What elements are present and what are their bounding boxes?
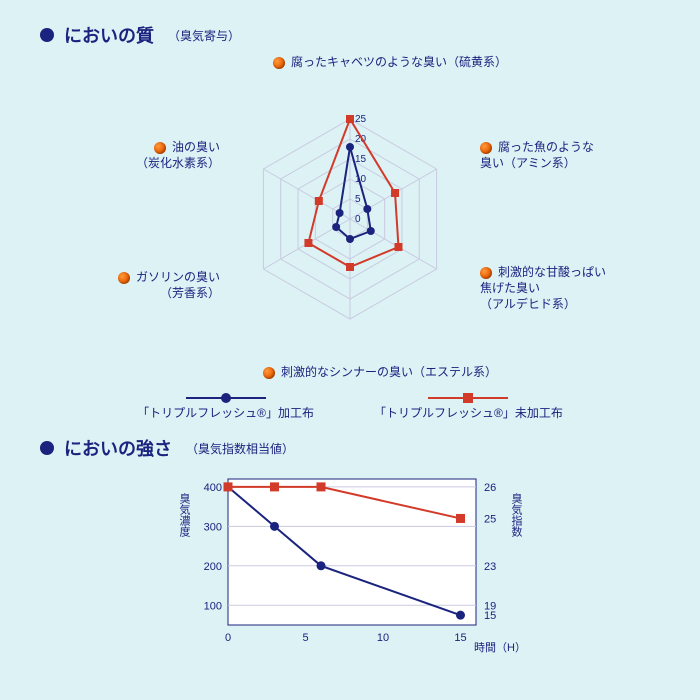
marker-dot-icon: [154, 142, 166, 154]
svg-text:26: 26: [484, 482, 496, 494]
svg-text:200: 200: [204, 561, 222, 573]
bullet-icon: [40, 28, 54, 42]
bullet-icon: [40, 441, 54, 455]
legend: 「トリプルフレッシュ®」加工布 「トリプルフレッシュ®」未加工布: [40, 390, 660, 421]
legend-untreated-label: 「トリプルフレッシュ®」未加工布: [374, 406, 563, 420]
line-svg: 1002003004000510152625231915時間（H）臭気濃度臭気指…: [170, 467, 530, 657]
svg-text:25: 25: [355, 114, 367, 125]
radar-axis-label: 刺激的なシンナーの臭い（エステル系）: [230, 364, 530, 380]
marker-dot-icon: [273, 57, 285, 69]
legend-line-treated: [186, 397, 266, 399]
svg-text:15: 15: [454, 632, 466, 644]
section1-title-text: においの質: [64, 22, 154, 48]
svg-text:時間（H）: 時間（H）: [474, 641, 526, 654]
svg-text:300: 300: [204, 521, 222, 533]
svg-text:400: 400: [204, 482, 222, 494]
section1-title: においの質 （臭気寄与）: [40, 22, 660, 48]
legend-treated: 「トリプルフレッシュ®」加工布: [137, 390, 314, 421]
radar-axis-label: 油の臭い（炭化水素系）: [90, 139, 220, 171]
marker-dot-icon: [480, 142, 492, 154]
marker-dot-icon: [480, 267, 492, 279]
section2-title: においの強さ （臭気指数相当値）: [40, 435, 660, 461]
legend-line-untreated: [428, 397, 508, 399]
section1-subtitle: （臭気寄与）: [168, 27, 240, 44]
svg-text:100: 100: [204, 600, 222, 612]
radar-axis-label: 腐ったキャベツのような臭い（硫黄系）: [260, 54, 520, 70]
svg-text:15: 15: [355, 154, 367, 165]
svg-text:5: 5: [302, 632, 308, 644]
radar-axis-label: 刺激的な甘酸っぱい焦げた臭い（アルデヒド系）: [480, 264, 650, 313]
legend-treated-label: 「トリプルフレッシュ®」加工布: [137, 406, 314, 420]
svg-text:0: 0: [355, 214, 361, 225]
marker-dot-icon: [263, 367, 275, 379]
marker-dot-icon: [118, 272, 130, 284]
svg-text:25: 25: [484, 513, 496, 525]
section2-subtitle: （臭気指数相当値）: [186, 440, 294, 457]
svg-text:臭気濃度: 臭気濃度: [178, 492, 191, 538]
line-chart: 1002003004000510152625231915時間（H）臭気濃度臭気指…: [40, 467, 660, 657]
svg-text:0: 0: [225, 632, 231, 644]
svg-text:23: 23: [484, 561, 496, 573]
svg-text:5: 5: [355, 194, 361, 205]
svg-text:10: 10: [377, 632, 389, 644]
legend-untreated: 「トリプルフレッシュ®」未加工布: [374, 390, 563, 421]
radar-axis-label: ガソリンの臭い（芳香系）: [90, 269, 220, 301]
radar-chart: 0510152025 腐ったキャベツのような臭い（硫黄系）腐った魚のような臭い（…: [40, 54, 660, 384]
svg-text:15: 15: [484, 610, 496, 622]
svg-text:臭気指数: 臭気指数: [510, 492, 523, 538]
radar-axis-label: 腐った魚のような臭い（アミン系）: [480, 139, 640, 171]
section2-title-text: においの強さ: [64, 435, 172, 461]
radar-svg: 0510152025: [220, 89, 480, 349]
